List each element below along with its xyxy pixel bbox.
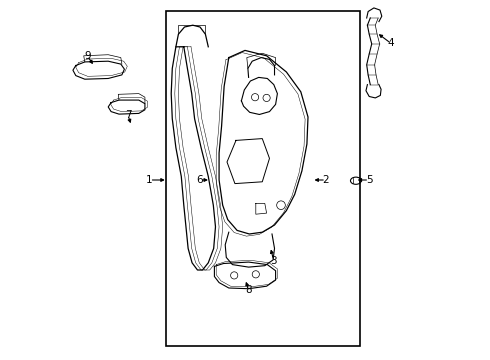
Text: 5: 5 (366, 175, 372, 185)
Bar (166, 11, 360, 346)
Text: 6: 6 (196, 175, 203, 185)
Text: 2: 2 (323, 175, 329, 185)
Text: 8: 8 (245, 285, 252, 295)
Text: 1: 1 (147, 175, 153, 185)
Text: 4: 4 (388, 38, 394, 48)
Text: 3: 3 (270, 256, 277, 266)
Text: 7: 7 (124, 110, 131, 120)
Text: 9: 9 (84, 51, 91, 61)
